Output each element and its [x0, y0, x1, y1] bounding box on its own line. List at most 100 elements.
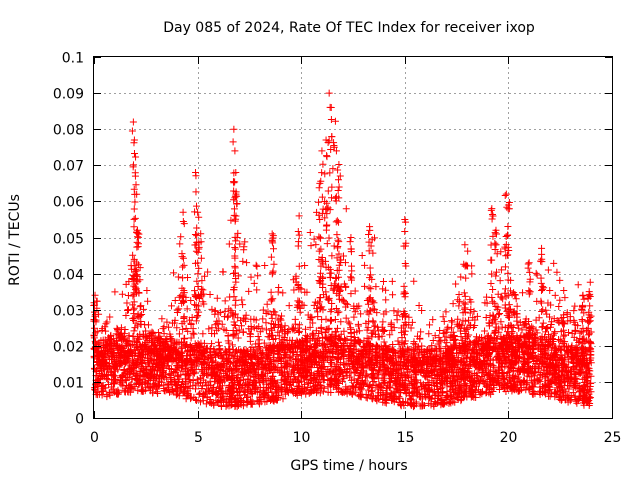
data-point	[121, 326, 129, 334]
data-point	[584, 398, 592, 406]
data-point	[533, 271, 541, 279]
data-point	[454, 296, 462, 304]
data-point	[301, 261, 309, 269]
data-point	[254, 332, 262, 340]
data-point	[312, 241, 320, 249]
data-point	[225, 240, 233, 248]
data-point	[192, 396, 200, 404]
data-point	[565, 328, 573, 336]
data-point	[137, 302, 145, 310]
data-point	[455, 297, 463, 305]
data-point	[234, 381, 242, 389]
data-point	[173, 309, 181, 317]
data-point	[261, 261, 269, 269]
data-point	[270, 260, 278, 268]
data-point	[314, 364, 322, 372]
data-point	[513, 302, 521, 310]
data-point	[482, 314, 490, 322]
data-point	[142, 334, 150, 342]
data-point	[444, 323, 452, 331]
data-point	[193, 313, 201, 321]
data-point	[247, 273, 255, 281]
data-point	[518, 326, 526, 334]
data-point	[205, 325, 213, 333]
data-point	[427, 359, 435, 367]
data-point	[201, 272, 209, 280]
data-point	[263, 300, 271, 308]
data-point	[159, 325, 167, 333]
data-point	[295, 327, 303, 335]
data-point	[394, 308, 402, 316]
data-point	[344, 318, 352, 326]
data-point	[241, 314, 249, 322]
data-point	[124, 307, 132, 315]
data-point	[123, 299, 131, 307]
data-point	[539, 319, 547, 327]
data-point	[198, 277, 206, 285]
data-point	[132, 181, 140, 189]
data-point	[237, 322, 245, 330]
data-point	[361, 282, 369, 290]
data-point	[258, 324, 266, 332]
data-point	[197, 254, 205, 262]
data-point	[259, 315, 267, 323]
data-point	[347, 369, 355, 377]
data-point	[227, 216, 235, 224]
data-point	[254, 272, 262, 280]
data-point	[560, 332, 568, 340]
data-point	[400, 340, 408, 348]
data-point	[175, 392, 183, 400]
data-point	[208, 305, 216, 313]
data-point	[513, 317, 521, 325]
data-point	[170, 269, 178, 277]
data-point	[243, 259, 251, 267]
data-point	[194, 283, 202, 291]
data-point	[308, 314, 316, 322]
data-point	[361, 261, 369, 269]
data-point	[214, 338, 222, 346]
data-point	[275, 332, 283, 340]
data-point	[415, 301, 423, 309]
data-point	[388, 277, 396, 285]
data-point	[379, 318, 387, 326]
data-point	[154, 328, 162, 336]
data-point	[443, 325, 451, 333]
data-point	[497, 248, 505, 256]
data-point	[394, 337, 402, 345]
data-point	[426, 321, 434, 329]
data-point	[165, 371, 173, 379]
data-point	[387, 322, 395, 330]
data-point	[542, 306, 550, 314]
data-point	[550, 259, 558, 267]
data-point	[346, 320, 354, 328]
data-point	[586, 278, 594, 286]
data-point	[172, 382, 180, 390]
data-point	[555, 302, 563, 310]
data-point	[556, 337, 564, 345]
data-point	[386, 331, 394, 339]
data-point	[417, 328, 425, 336]
data-point	[136, 264, 144, 272]
data-point	[279, 289, 287, 297]
data-point	[122, 312, 130, 320]
data-point	[192, 317, 200, 325]
data-point	[468, 270, 476, 278]
data-point	[177, 233, 185, 241]
data-point	[329, 165, 337, 173]
data-point	[351, 308, 359, 316]
data-point	[173, 324, 181, 332]
data-point	[340, 360, 348, 368]
data-point	[461, 388, 469, 396]
data-point	[455, 302, 463, 310]
data-point	[336, 172, 344, 180]
data-point	[304, 384, 312, 392]
data-point	[470, 307, 478, 315]
data-point	[306, 229, 314, 237]
data-point	[236, 240, 244, 248]
data-point	[571, 302, 579, 310]
data-point	[258, 371, 266, 379]
data-point	[466, 309, 474, 317]
data-point	[315, 198, 323, 206]
data-point	[318, 193, 326, 201]
data-point	[114, 327, 122, 335]
